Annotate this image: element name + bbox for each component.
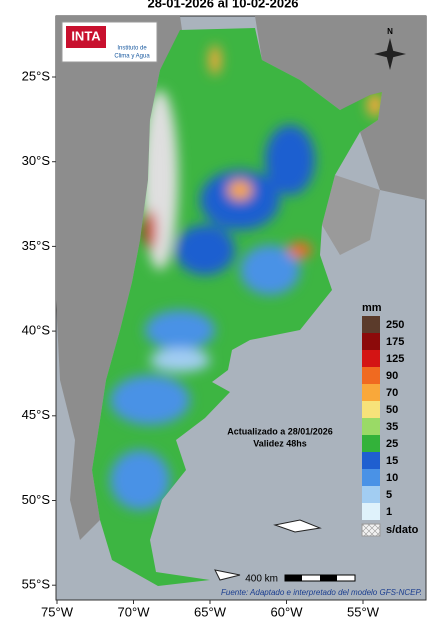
title: 28-01-2026 al 10-02-2026 [147, 0, 298, 10]
legend-swatch [362, 384, 380, 401]
compass-label: N [387, 27, 393, 36]
legend-label: 250 [386, 319, 404, 331]
precip-field [110, 45, 382, 510]
lon-label: 65°W [194, 604, 227, 619]
lat-label: 30°S [22, 153, 51, 168]
lon-label: 55°W [347, 604, 380, 619]
logo-org: Instituto de [117, 46, 147, 52]
islands [214, 519, 322, 581]
legend-label: 15 [386, 455, 398, 467]
legend-label: 35 [386, 421, 398, 433]
legend-swatch [362, 401, 380, 418]
lat-label: 25°S [22, 68, 51, 83]
logo-brand: INTA [71, 28, 101, 43]
legend-label: 25 [386, 438, 398, 450]
lat-label: 45°S [22, 407, 51, 422]
lon-label: 75°W [41, 604, 74, 619]
source: Fuente: Adaptado e interpretado del mode… [221, 588, 422, 597]
logo: INTA Instituto de Clima y Agua [61, 21, 158, 63]
legend-label: 5 [386, 489, 392, 501]
scale-label: 400 km [245, 574, 278, 585]
legend-label: s/dato [386, 524, 419, 536]
legend-label: 10 [386, 472, 398, 484]
legend-swatch [362, 367, 380, 384]
legend-swatch [362, 435, 380, 452]
legend-swatch [362, 333, 380, 350]
uruguay [322, 175, 380, 255]
legend-unit: mm [362, 302, 382, 314]
legend-label: 50 [386, 404, 398, 416]
lat-label: 55°S [22, 577, 51, 592]
legend-swatch [362, 503, 380, 520]
compass: N [374, 27, 406, 70]
lat-label: 50°S [22, 492, 51, 507]
legend-swatch [361, 523, 381, 537]
lon-label: 60°W [271, 604, 304, 619]
note: Validez 48hs [253, 438, 307, 448]
legend-label: 125 [386, 353, 404, 365]
lon-label: 70°W [118, 604, 151, 619]
chile [56, 16, 182, 540]
legend-label: 90 [386, 370, 398, 382]
neighbors [255, 16, 426, 200]
legend-swatch [362, 316, 380, 333]
legend: mm 250 175 125 90 70 50 35 25 15 10 5 1 s/dato [361, 302, 419, 537]
legend-swatch [362, 469, 380, 486]
legend-swatch [362, 452, 380, 469]
logo-org: Clima y Agua [114, 54, 150, 60]
legend-label: 1 [386, 506, 392, 518]
note: Actualizado a 28/01/2026 [227, 426, 333, 436]
lat-label: 35°S [22, 238, 51, 253]
legend-swatch [362, 350, 380, 367]
legend-label: 175 [386, 336, 404, 348]
legend-swatch [362, 418, 380, 435]
legend-label: 70 [386, 387, 398, 399]
lat-label: 40°S [22, 323, 51, 338]
legend-swatch [362, 486, 380, 503]
scale-bar [284, 574, 356, 582]
